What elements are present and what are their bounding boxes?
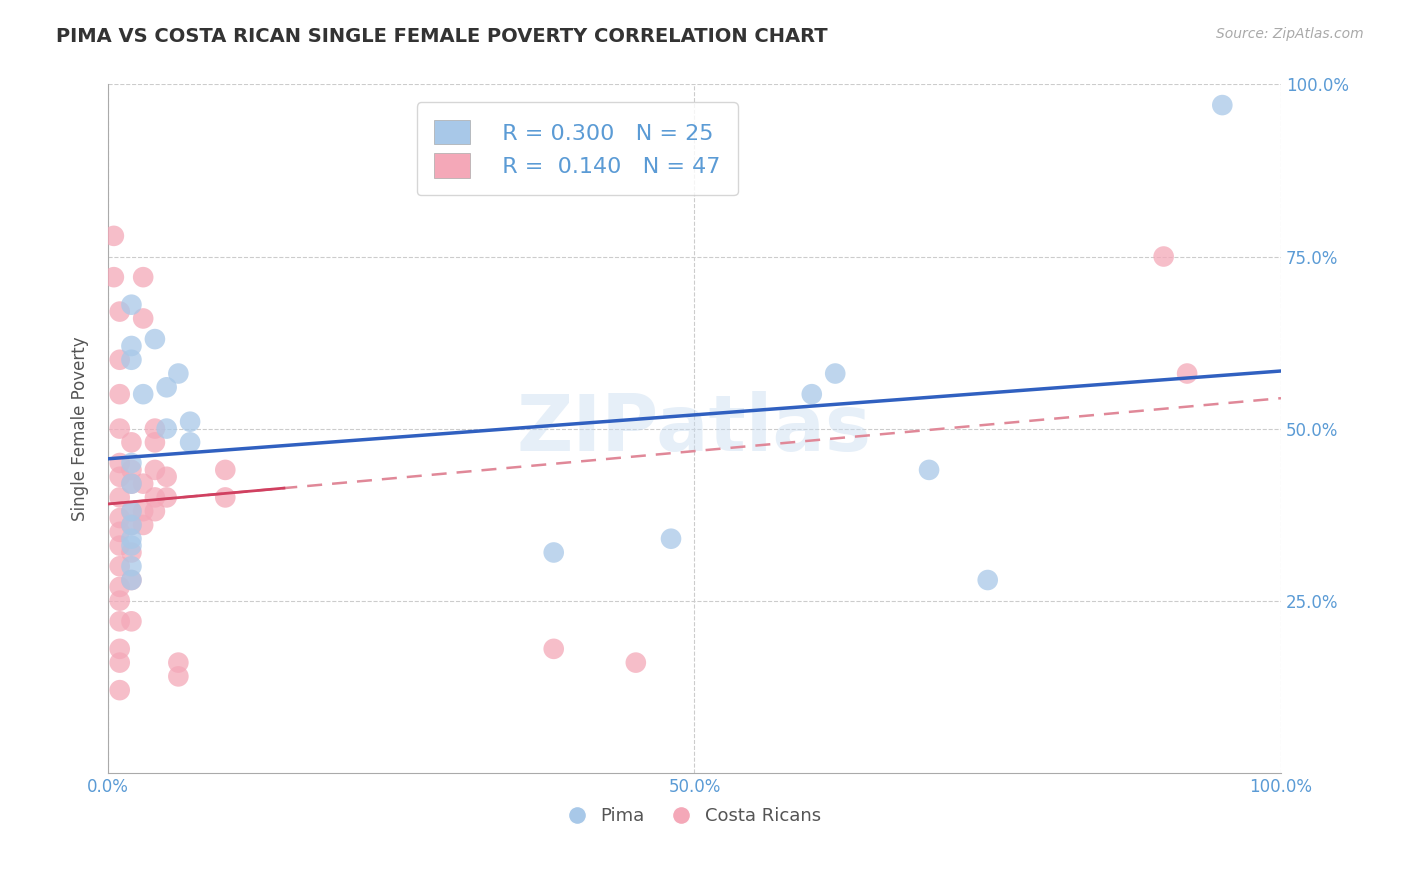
Point — [659, 532, 682, 546]
Point — [108, 656, 131, 670]
Point — [179, 415, 201, 429]
Point — [108, 539, 131, 553]
Point — [120, 615, 142, 629]
Point — [120, 476, 142, 491]
Point — [132, 387, 155, 401]
Point — [120, 504, 142, 518]
Point — [143, 332, 166, 346]
Point — [108, 421, 131, 435]
Point — [108, 304, 131, 318]
Point — [108, 641, 131, 656]
Point — [132, 476, 155, 491]
Text: Source: ZipAtlas.com: Source: ZipAtlas.com — [1216, 27, 1364, 41]
Point — [918, 463, 941, 477]
Point — [120, 559, 142, 574]
Point — [108, 683, 131, 698]
Point — [143, 435, 166, 450]
Point — [103, 270, 125, 285]
Point — [156, 421, 179, 435]
Point — [120, 504, 142, 518]
Point — [120, 573, 142, 587]
Point — [120, 298, 142, 312]
Point — [108, 559, 131, 574]
Point — [108, 352, 131, 367]
Point — [167, 656, 190, 670]
Text: PIMA VS COSTA RICAN SINGLE FEMALE POVERTY CORRELATION CHART: PIMA VS COSTA RICAN SINGLE FEMALE POVERT… — [56, 27, 828, 45]
Point — [120, 545, 142, 559]
Point — [120, 518, 142, 533]
Point — [977, 573, 1000, 587]
Point — [120, 518, 142, 533]
Point — [214, 463, 236, 477]
Point — [156, 491, 179, 505]
Point — [543, 641, 565, 656]
Point — [132, 518, 155, 533]
Point — [108, 615, 131, 629]
Point — [143, 421, 166, 435]
Point — [143, 463, 166, 477]
Point — [120, 573, 142, 587]
Point — [167, 367, 190, 381]
Point — [167, 669, 190, 683]
Point — [108, 491, 131, 505]
Legend: Pima, Costa Ricans: Pima, Costa Ricans — [561, 800, 828, 832]
Point — [108, 387, 131, 401]
Point — [156, 380, 179, 394]
Point — [103, 228, 125, 243]
Point — [132, 504, 155, 518]
Point — [120, 463, 142, 477]
Point — [108, 593, 131, 607]
Point — [132, 311, 155, 326]
Point — [1211, 98, 1233, 112]
Point — [824, 367, 846, 381]
Point — [120, 352, 142, 367]
Point — [132, 270, 155, 285]
Point — [108, 524, 131, 539]
Point — [1175, 367, 1198, 381]
Point — [179, 435, 201, 450]
Point — [624, 656, 647, 670]
Y-axis label: Single Female Poverty: Single Female Poverty — [72, 336, 89, 521]
Point — [108, 511, 131, 525]
Point — [120, 435, 142, 450]
Point — [120, 339, 142, 353]
Point — [800, 387, 823, 401]
Point — [120, 476, 142, 491]
Point — [120, 456, 142, 470]
Point — [108, 469, 131, 483]
Point — [143, 504, 166, 518]
Point — [108, 456, 131, 470]
Point — [1153, 250, 1175, 264]
Point — [120, 539, 142, 553]
Point — [143, 491, 166, 505]
Text: ZIPatlas: ZIPatlas — [517, 391, 872, 467]
Point — [543, 545, 565, 559]
Point — [156, 469, 179, 483]
Point — [120, 532, 142, 546]
Point — [214, 491, 236, 505]
Point — [108, 580, 131, 594]
